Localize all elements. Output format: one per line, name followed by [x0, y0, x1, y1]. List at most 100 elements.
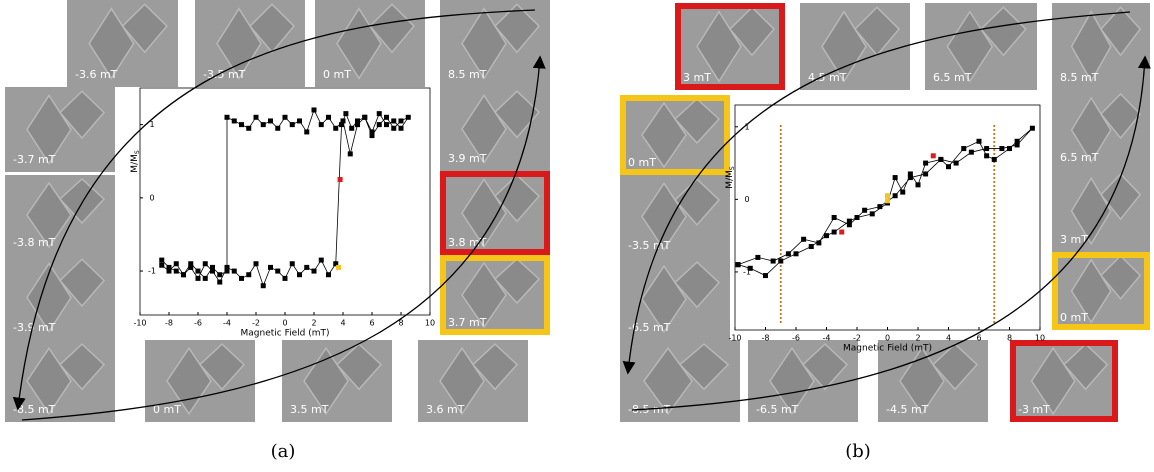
data-point: [999, 146, 1005, 152]
tile-pattern: [26, 258, 106, 333]
image-tile: -3.9 mT: [5, 255, 115, 340]
data-point: [946, 164, 951, 170]
data-point: [318, 122, 324, 128]
x-tick-label: -4: [823, 334, 831, 343]
data-point: [282, 114, 288, 120]
data-point: [831, 215, 837, 220]
image-tile: 0 mT: [145, 340, 255, 422]
data-point: [188, 261, 194, 267]
data-point: [318, 257, 324, 263]
data-point: [968, 149, 974, 155]
data-point: [339, 122, 345, 128]
data-point: [398, 118, 404, 124]
image-tile: -3.8 mT: [5, 175, 115, 255]
data-point: [785, 251, 791, 257]
data-point: [846, 222, 852, 228]
data-point: [231, 268, 237, 274]
data-point: [824, 233, 829, 239]
x-tick-label: -4: [223, 319, 231, 328]
data-point: [326, 114, 331, 120]
tile-label: -3.8 mT: [13, 236, 56, 249]
x-tick-label: -10: [728, 334, 741, 343]
y-tick-label: -1: [743, 267, 751, 276]
data-point: [166, 264, 172, 270]
tile-label: 3.8 mT: [448, 236, 487, 249]
y-axis-label: M/MS: [130, 150, 141, 173]
image-tile: -6.5 mT: [620, 258, 730, 340]
data-point: [217, 272, 223, 278]
data-point: [831, 229, 837, 235]
data-point: [195, 275, 201, 281]
tile-pattern: [88, 3, 168, 80]
x-tick-label: 2: [311, 319, 316, 328]
data-point: [297, 118, 302, 124]
x-tick-label: -10: [133, 319, 146, 328]
data-point: [907, 175, 913, 181]
plot-area: [734, 104, 1041, 331]
tile-highlight: [1010, 340, 1118, 422]
y-axis-label: M/MS: [725, 166, 736, 189]
tile-highlight: [675, 3, 785, 90]
data-point: [892, 175, 898, 181]
data-point: [297, 272, 302, 278]
tile-pattern: [696, 6, 776, 83]
tile-pattern: [303, 343, 383, 416]
tile-label: 6.5 mT: [933, 71, 972, 84]
data-point: [181, 272, 186, 278]
tile-pattern: [439, 343, 519, 416]
x-tick-label: 10: [1035, 334, 1045, 343]
tile-label: 0 mT: [1060, 311, 1088, 324]
data-point: [224, 114, 230, 120]
data-point: [1029, 125, 1035, 131]
tile-pattern: [336, 3, 416, 80]
data-point: [369, 129, 375, 135]
data-point: [961, 146, 967, 152]
x-tick-label: 2: [915, 334, 920, 343]
image-tile: -3.5 mT: [620, 175, 730, 258]
tile-label: -3.5 mT: [203, 68, 246, 81]
data-point: [349, 125, 355, 131]
data-point: [275, 268, 281, 274]
tile-label: 3.9 mT: [448, 152, 487, 165]
data-point: [289, 261, 295, 267]
data-point: [938, 156, 944, 162]
data-point: [202, 275, 208, 281]
tile-label: 0 mT: [323, 68, 351, 81]
data-point: [159, 262, 165, 268]
image-tile: -4.5 mT: [878, 340, 988, 422]
data-point: [991, 156, 997, 162]
data-point: [362, 114, 368, 120]
data-point: [333, 125, 339, 131]
data-point: [930, 153, 936, 159]
x-tick-label: -8: [762, 334, 770, 343]
x-tick-label: 0: [282, 319, 287, 328]
image-tile: 6.5 mT: [1052, 90, 1150, 170]
tile-pattern: [461, 257, 541, 329]
y-axis-label-main: M/M: [130, 154, 140, 173]
tile-pattern: [1070, 92, 1142, 164]
arrow: [12, 9, 536, 411]
data-point: [923, 171, 929, 177]
tile-pattern: [1070, 6, 1142, 83]
image-tile: -3.6 mT: [67, 0, 178, 87]
data-point: [376, 111, 382, 117]
tile-pattern: [641, 178, 721, 252]
image-tile: 8.5 mT: [440, 0, 550, 87]
data-point: [224, 264, 230, 270]
tile-label: -8.5 mT: [13, 403, 56, 416]
data-point: [217, 279, 223, 285]
x-tick-label: -2: [252, 319, 260, 328]
x-tick-label: 4: [946, 334, 951, 343]
data-point: [405, 114, 411, 120]
y-tick-label: 0: [149, 193, 154, 202]
data-point: [885, 193, 890, 199]
data-point: [173, 268, 179, 274]
image-tiles: -3.6 mT -3.5 mT 0 mT 8.5 mT 3.9 mT 3.8 mT 3.7 …: [5, 0, 1150, 422]
x-tick-label: 10: [425, 319, 435, 328]
data-point: [747, 265, 753, 271]
tile-pattern: [461, 90, 541, 164]
arrow: [631, 55, 1151, 411]
tile-label: 3.6 mT: [426, 403, 465, 416]
image-tile: 0 mT: [315, 0, 425, 87]
